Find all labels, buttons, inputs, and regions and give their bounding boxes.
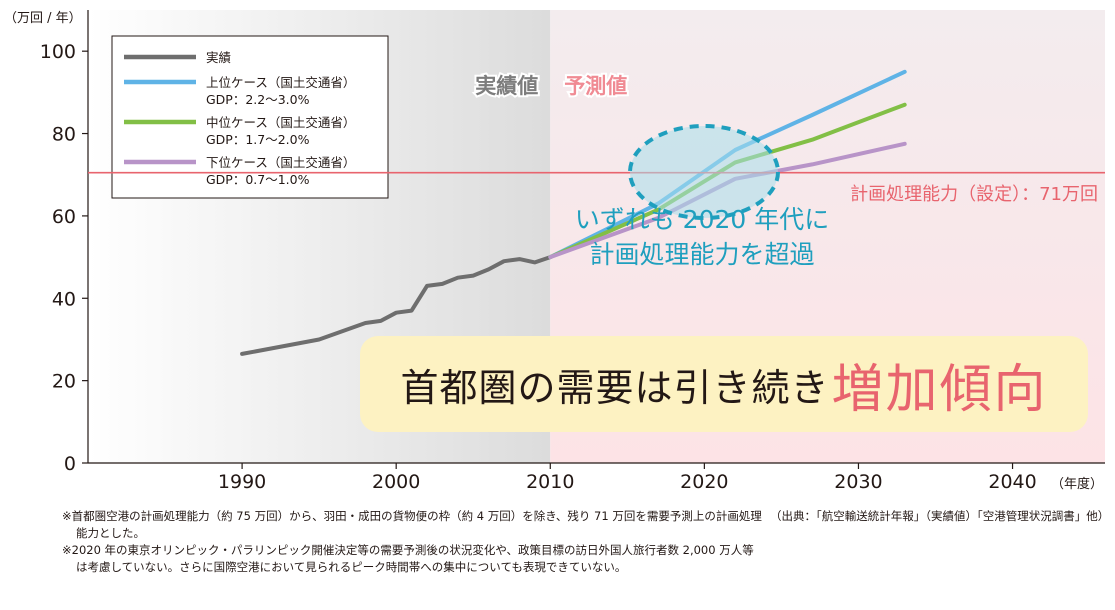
- conclusion-banner: 首都圏の需要は引き続き 増加傾向: [360, 336, 1088, 432]
- legend-detail-3: GDP：0.7〜1.0%: [206, 172, 310, 187]
- x-tick-label: 2020: [680, 471, 728, 493]
- legend-label-1: 上位ケース（国土交通省）: [206, 75, 355, 90]
- source-citation: （出典：「航空輸送統計年報」（実績値）「空港管理状況調書」他）: [770, 509, 1110, 523]
- legend-label-2: 中位ケース（国土交通省）: [206, 115, 355, 130]
- y-tick-label: 100: [40, 41, 76, 63]
- legend-detail-1: GDP：2.2〜3.0%: [206, 92, 310, 107]
- actual-region-label: 実績値: [475, 74, 538, 98]
- y-tick-label: 0: [64, 453, 76, 475]
- x-tick-label: 2040: [988, 471, 1036, 493]
- x-tick-label: 2000: [372, 471, 420, 493]
- y-tick-label: 20: [52, 371, 76, 393]
- footnote-2: ※2020 年の東京オリンピック・パラリンピック開催決定等の需要予測後の状況変化…: [62, 543, 754, 574]
- exceed-highlight-ellipse: [628, 124, 780, 220]
- y-tick-label: 40: [52, 288, 76, 310]
- forecast-region-label: 予測値: [564, 74, 627, 98]
- y-tick-label: 80: [52, 124, 76, 146]
- capacity-reference-label: 計画処理能力（設定）：71万回: [850, 184, 1098, 205]
- x-tick-label: 2030: [834, 471, 882, 493]
- callout-text-line1: いずれも 2020 年代に: [575, 205, 830, 234]
- legend-box: [111, 35, 389, 199]
- x-axis-unit: （年度）: [1051, 476, 1103, 492]
- y-tick-label: 60: [52, 206, 76, 228]
- callout-text-line2: 計画処理能力を超過: [589, 240, 814, 269]
- series-line-0: [240, 255, 553, 356]
- legend-detail-2: GDP：1.7〜2.0%: [206, 132, 310, 147]
- y-axis-unit: （万回 / 年）: [4, 11, 82, 26]
- banner-main-text: 首都圏の需要は引き続き: [400, 365, 830, 410]
- footnote-1: ※首都圏空港の計画処理能力（約 75 万回）から、羽田・成田の貨物便の枠（約 4…: [62, 509, 762, 540]
- banner-accent-text: 増加傾向: [831, 359, 1048, 420]
- x-tick-label: 1990: [218, 471, 266, 493]
- legend-label-3: 下位ケース（国土交通省）: [206, 155, 355, 170]
- legend-label-0: 実績: [206, 50, 231, 65]
- x-tick-label: 2010: [526, 471, 574, 493]
- footnotes: ※首都圏空港の計画処理能力（約 75 万回）から、羽田・成田の貨物便の枠（約 4…: [62, 508, 762, 576]
